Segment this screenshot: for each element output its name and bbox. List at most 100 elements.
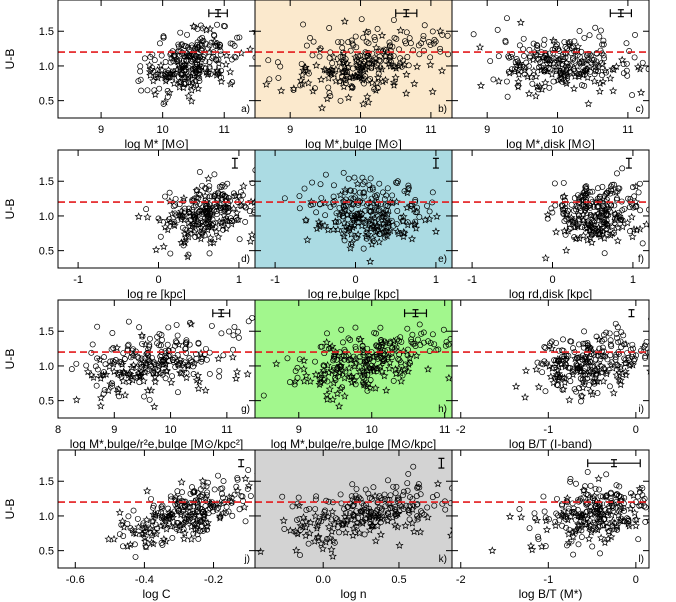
- star-point: [335, 361, 344, 370]
- circle-point: [408, 336, 415, 343]
- circle-point: [548, 205, 555, 212]
- star-point: [577, 391, 587, 400]
- star-point: [358, 506, 367, 515]
- circle-point: [348, 493, 355, 500]
- circle-point: [526, 525, 533, 532]
- circle-point: [108, 346, 115, 353]
- star-point: [578, 57, 587, 66]
- circle-point: [565, 352, 572, 359]
- star-point: [397, 501, 406, 510]
- circle-point: [200, 37, 207, 44]
- star-point: [515, 59, 524, 67]
- circle-point: [397, 60, 404, 67]
- circle-point: [380, 189, 386, 196]
- star-point: [221, 60, 231, 68]
- circle-point: [603, 492, 610, 499]
- circle-point: [365, 490, 372, 497]
- circle-point: [208, 39, 215, 46]
- circle-point: [120, 543, 126, 550]
- circle-point: [109, 380, 116, 387]
- star-point: [99, 370, 108, 379]
- star-point: [214, 354, 223, 363]
- circle-point: [196, 169, 203, 175]
- circle-point: [229, 512, 236, 519]
- star-point: [324, 368, 333, 377]
- panel-j: -0.6 -0.4 -0.20.51.01.5j)log C: [39, 449, 256, 601]
- star-point: [636, 88, 646, 97]
- star-point: [159, 535, 168, 543]
- circle-point: [220, 500, 227, 507]
- star-point: [206, 233, 215, 242]
- star-point: [246, 44, 255, 53]
- star-point: [357, 73, 366, 82]
- circle-point: [624, 350, 631, 356]
- star-point: [374, 73, 383, 82]
- star-point: [542, 516, 551, 525]
- star-point: [139, 376, 148, 385]
- circle-point: [173, 212, 180, 219]
- star-point: [146, 71, 155, 79]
- circle-point: [361, 531, 368, 538]
- circle-point: [373, 508, 380, 515]
- y-tick-label: 0.5: [39, 546, 54, 558]
- star-point: [338, 67, 348, 76]
- circle-point: [284, 355, 291, 362]
- circle-point: [204, 526, 211, 533]
- circle-point: [561, 218, 568, 225]
- circle-point: [170, 203, 177, 210]
- star-point: [416, 527, 425, 536]
- circle-point: [187, 490, 194, 497]
- star-point: [350, 362, 359, 370]
- x-axis-label: log re [kpc]: [127, 287, 186, 301]
- circle-point: [581, 368, 588, 375]
- circle-point: [375, 207, 382, 214]
- star-point: [365, 364, 374, 372]
- circle-point: [144, 87, 151, 94]
- circle-point: [530, 40, 537, 47]
- star-point: [632, 225, 641, 234]
- circle-point: [405, 471, 412, 477]
- circle-point: [381, 491, 388, 498]
- circle-point: [345, 175, 352, 182]
- star-point: [568, 370, 578, 379]
- circle-point: [218, 330, 225, 337]
- circle-point: [570, 345, 576, 352]
- star-point: [177, 508, 186, 517]
- star-point: [611, 215, 620, 224]
- circle-point: [156, 85, 163, 92]
- circle-point: [414, 209, 420, 215]
- data-points: [541, 165, 649, 262]
- star-point: [653, 74, 659, 80]
- circle-point: [249, 180, 255, 186]
- star-point: [165, 88, 174, 97]
- star-point: [126, 370, 135, 378]
- star-point: [368, 233, 377, 242]
- star-point: [338, 519, 348, 528]
- circle-point: [611, 202, 618, 209]
- circle-point: [587, 518, 593, 525]
- star-point: [212, 227, 221, 236]
- circle-point: [429, 28, 436, 35]
- star-point: [559, 384, 568, 393]
- star-point: [142, 515, 151, 524]
- panel-background: [58, 300, 255, 418]
- panel-c: 9 10 11c)log M*,disk [M⊙]: [451, 0, 659, 151]
- circle-point: [331, 197, 338, 204]
- circle-point: [206, 250, 213, 257]
- star-point: [587, 372, 596, 381]
- x-axis-label: log M*,bulge/re,bulge [M⊙/kpc]: [271, 437, 436, 451]
- circle-point: [334, 516, 341, 523]
- circle-point: [579, 376, 586, 383]
- circle-point: [349, 84, 356, 91]
- x-axis-label: log M*,bulge [M⊙]: [305, 137, 402, 151]
- star-point: [185, 208, 195, 217]
- star-point: [180, 238, 190, 247]
- circle-point: [183, 50, 190, 57]
- star-point: [579, 215, 588, 224]
- panel-label: c): [636, 104, 644, 115]
- circle-point: [402, 361, 409, 368]
- star-point: [141, 363, 150, 372]
- circle-point: [541, 36, 548, 43]
- star-point: [586, 233, 595, 242]
- star-point: [177, 369, 186, 377]
